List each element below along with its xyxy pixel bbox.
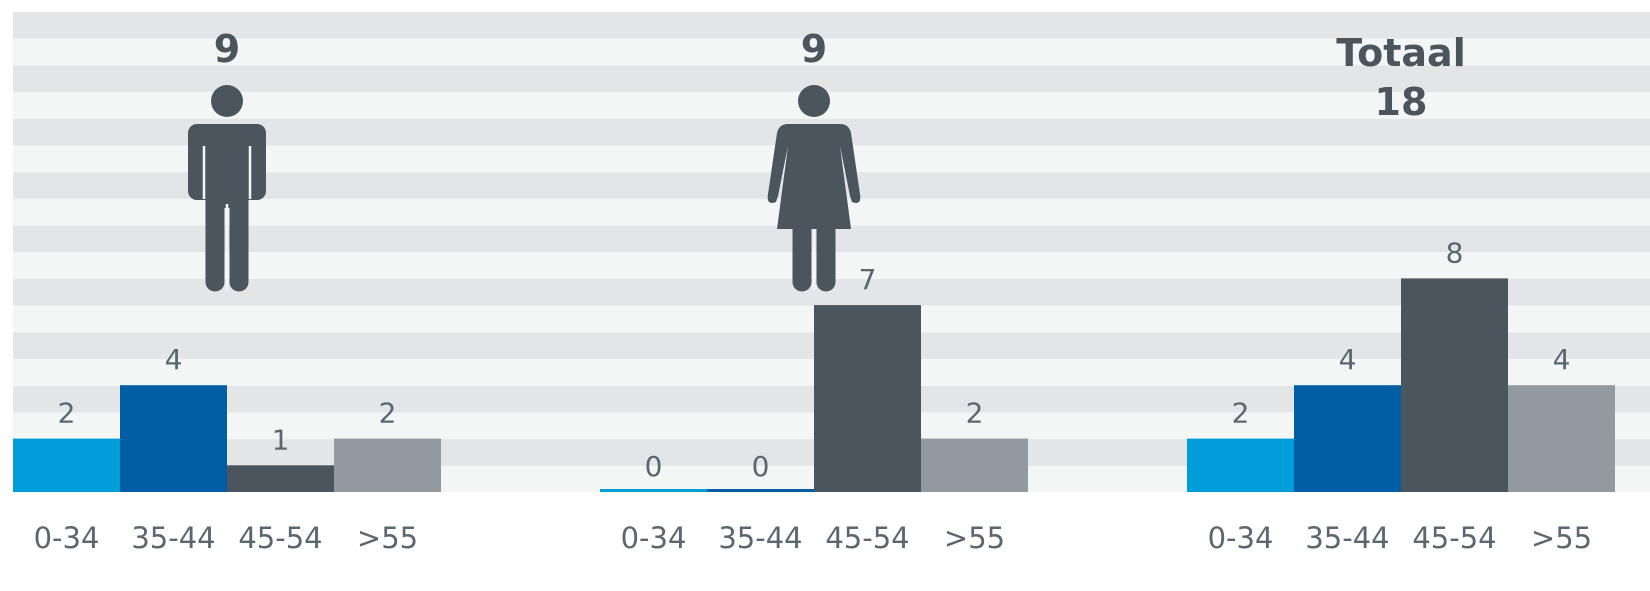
total-count: 18 bbox=[1375, 80, 1428, 124]
category-tick-label: >55 bbox=[357, 521, 418, 555]
bar-value-label: 4 bbox=[165, 343, 183, 376]
women-count: 9 bbox=[801, 27, 827, 71]
background-stripe bbox=[13, 92, 1650, 119]
bar-value-label: 4 bbox=[1553, 343, 1571, 376]
category-tick-label: 35-44 bbox=[718, 521, 802, 555]
category-tick-label: 45-54 bbox=[1412, 521, 1496, 555]
bar-value-label: 1 bbox=[272, 423, 290, 456]
category-tick-label: >55 bbox=[944, 521, 1005, 555]
bar-0-34 bbox=[600, 489, 707, 492]
background-stripe bbox=[13, 65, 1650, 93]
category-tick-label: >55 bbox=[1531, 521, 1592, 555]
bar-value-label: 7 bbox=[859, 263, 877, 296]
male-person-icon bbox=[188, 85, 266, 292]
bar--55 bbox=[1508, 385, 1615, 492]
category-tick-label: 0-34 bbox=[1208, 521, 1274, 555]
background-stripe bbox=[13, 38, 1650, 66]
background-stripe bbox=[13, 12, 1650, 39]
bar--55 bbox=[334, 438, 441, 492]
bar-0-34 bbox=[13, 438, 120, 492]
bar-value-label: 2 bbox=[966, 397, 984, 430]
bar-value-label: 4 bbox=[1339, 343, 1357, 376]
bar--55 bbox=[921, 438, 1028, 492]
category-tick-label: 45-54 bbox=[238, 521, 322, 555]
bar-group-1: 2 0-34 4 35-44 1 45-54 2 >55 bbox=[13, 343, 441, 555]
bar-0-34 bbox=[1187, 438, 1294, 492]
category-tick-label: 0-34 bbox=[621, 521, 687, 555]
total-title: Totaal bbox=[1336, 31, 1465, 75]
bar-value-label: 8 bbox=[1446, 236, 1464, 269]
chart-group-women: 9 bbox=[767, 27, 861, 292]
bar-value-label: 2 bbox=[1232, 397, 1250, 430]
bar-35-44 bbox=[707, 489, 814, 492]
bar-value-label: 2 bbox=[379, 397, 397, 430]
bar-group-3: 2 0-34 4 35-44 8 45-54 4 >55 bbox=[1187, 236, 1615, 555]
female-person-icon bbox=[767, 85, 861, 292]
men-count: 9 bbox=[214, 27, 240, 71]
category-tick-label: 35-44 bbox=[1305, 521, 1389, 555]
bar-value-label: 2 bbox=[58, 397, 76, 430]
chart-group-men: 9 bbox=[188, 27, 266, 292]
category-tick-label: 0-34 bbox=[34, 521, 100, 555]
bar-45-54 bbox=[814, 305, 921, 492]
bar-45-54 bbox=[227, 465, 334, 492]
bars-layer: 2 0-34 4 35-44 1 45-54 2 >55 0 0-34 0 35-44 7 45-54 2 >… bbox=[13, 236, 1615, 555]
bar-35-44 bbox=[1294, 385, 1401, 492]
bar-value-label: 0 bbox=[645, 450, 663, 483]
chart-group-total: Totaal 18 bbox=[1336, 31, 1465, 124]
category-tick-label: 35-44 bbox=[131, 521, 215, 555]
bar-value-label: 0 bbox=[752, 450, 770, 483]
bar-45-54 bbox=[1401, 278, 1508, 492]
bar-35-44 bbox=[120, 385, 227, 492]
bar-group-2: 0 0-34 0 35-44 7 45-54 2 >55 bbox=[600, 263, 1028, 555]
category-tick-label: 45-54 bbox=[825, 521, 909, 555]
